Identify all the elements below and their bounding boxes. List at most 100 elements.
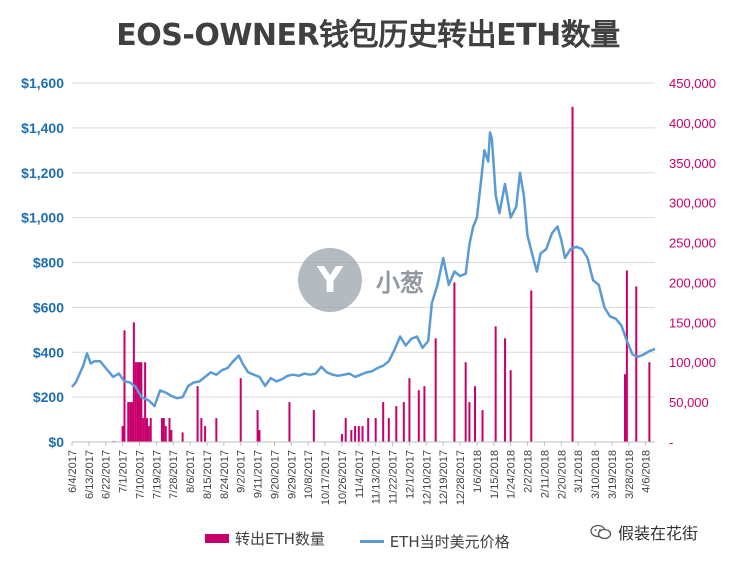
- bar: [464, 362, 467, 442]
- bar: [494, 326, 497, 442]
- right-tick-label: 50,000: [669, 395, 709, 410]
- left-tick-label: $1,600: [21, 75, 64, 91]
- right-tick-label: 100,000: [669, 355, 716, 370]
- bar: [160, 418, 163, 442]
- x-tick-label: 10/17/2017: [320, 450, 332, 505]
- x-tick-label: 11/4/2017: [354, 450, 366, 498]
- wechat-icon: [590, 524, 612, 540]
- x-tick-label: 2/2/2018: [523, 450, 535, 493]
- right-tick-label: 300,000: [669, 196, 716, 211]
- bar: [258, 430, 261, 442]
- brand-text: 假装在花街: [618, 524, 699, 543]
- legend-swatch-bars: [205, 534, 229, 543]
- left-tick-label: $1,200: [21, 165, 64, 181]
- x-tick-label: 2/11/2018: [539, 450, 551, 498]
- bar: [138, 362, 141, 442]
- bar: [453, 282, 456, 442]
- bar: [344, 418, 347, 442]
- bar: [170, 430, 173, 442]
- bar: [132, 322, 135, 442]
- x-tick-label: 9/29/2017: [286, 450, 298, 499]
- bar: [162, 418, 165, 442]
- bar: [354, 426, 357, 442]
- left-tick-label: $800: [33, 255, 64, 271]
- x-tick-label: 6/4/2017: [67, 450, 79, 493]
- bar: [387, 418, 390, 442]
- left-tick-label: $400: [33, 344, 64, 360]
- bar: [402, 402, 405, 442]
- x-tick-label: 7/10/2017: [134, 450, 146, 499]
- x-tick-label: 7/1/2017: [118, 450, 130, 493]
- right-tick-label: 350,000: [669, 156, 716, 171]
- x-tick-label: 3/1/2018: [573, 450, 585, 493]
- x-tick-label: 6/22/2017: [101, 450, 113, 499]
- left-tick-label: $200: [33, 389, 64, 405]
- right-tick-label: 250,000: [669, 236, 716, 251]
- bar: [509, 370, 512, 442]
- bar: [200, 418, 203, 442]
- left-tick-label: $1,400: [21, 120, 64, 136]
- legend-label-bars: 转出ETH数量: [235, 530, 325, 548]
- chart-title: EOS-OWNER钱包历史转出ETH数量: [116, 18, 620, 53]
- bar: [357, 426, 360, 442]
- bar: [147, 426, 150, 442]
- x-tick-label: 3/19/2018: [607, 450, 619, 499]
- x-tick-label: 12/28/2017: [455, 450, 467, 505]
- bar: [204, 426, 207, 442]
- x-tick-label: 11/13/2017: [371, 450, 383, 504]
- x-tick-label: 7/28/2017: [168, 450, 180, 499]
- x-tick-label: 2/20/2018: [556, 450, 568, 499]
- x-tick-label: 8/15/2017: [202, 450, 214, 499]
- right-tick-label: 400,000: [669, 116, 716, 131]
- brand: 假装在花街: [590, 520, 698, 544]
- bar: [361, 426, 364, 442]
- bar: [350, 430, 353, 442]
- bar: [530, 290, 533, 442]
- bar: [395, 406, 398, 442]
- price-line: [71, 131, 656, 408]
- bar: [648, 362, 651, 442]
- left-tick-label: $0: [48, 434, 64, 450]
- bar: [144, 362, 147, 442]
- bar: [215, 418, 218, 442]
- x-tick-label: 8/6/2017: [185, 450, 197, 493]
- left-tick-label: $1,000: [21, 210, 64, 226]
- x-tick-label: 11/22/2017: [388, 450, 400, 504]
- bar: [367, 418, 370, 442]
- legend-swatch-line: [359, 540, 384, 543]
- bar: [196, 386, 199, 442]
- x-tick-label: 7/19/2017: [151, 450, 163, 499]
- x-tick-label: 3/28/2018: [624, 450, 636, 499]
- right-tick-label: 200,000: [669, 275, 716, 290]
- bar: [408, 378, 411, 442]
- x-tick-label: 4/6/2018: [641, 450, 653, 493]
- x-tick-label: 1/24/2018: [506, 450, 518, 499]
- bar: [504, 338, 507, 442]
- x-tick-label: 1/6/2018: [472, 450, 484, 493]
- line-series: [71, 131, 656, 408]
- bar: [168, 418, 171, 442]
- bar: [239, 378, 242, 442]
- legend: 转出ETH数量 ETH当时美元价格: [205, 528, 540, 552]
- bar: [624, 374, 627, 442]
- left-tick-label: $600: [33, 299, 64, 315]
- bar: [340, 434, 343, 442]
- x-tick-label: 3/10/2018: [590, 450, 602, 499]
- right-tick-label: 450,000: [669, 76, 716, 91]
- right-tick-label: 150,000: [669, 315, 716, 330]
- bar: [129, 402, 132, 442]
- x-tick-label: 12/19/2017: [438, 450, 450, 505]
- x-tick-label: 10/26/2017: [337, 450, 349, 505]
- bar: [434, 338, 437, 442]
- x-tick-label: 1/15/2018: [489, 450, 501, 499]
- bar: [123, 330, 126, 442]
- bar-series: [112, 106, 651, 442]
- bar: [136, 362, 139, 442]
- bar: [127, 402, 130, 442]
- bar: [256, 410, 259, 442]
- legend-item-line: ETH当时美元价格: [359, 531, 510, 552]
- bar: [142, 418, 145, 442]
- bar: [474, 386, 477, 442]
- bar: [164, 426, 167, 442]
